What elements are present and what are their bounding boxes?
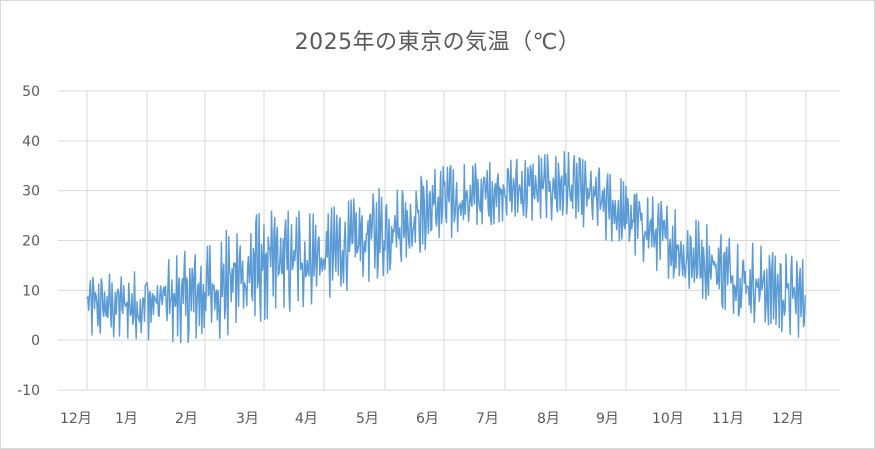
y-tick-label: 10 bbox=[22, 283, 40, 299]
y-tick-label: 20 bbox=[22, 234, 40, 250]
x-tick-label: 7月 bbox=[476, 411, 499, 427]
x-tick-label: 12月 bbox=[60, 411, 92, 427]
x-tick-label: 4月 bbox=[295, 411, 318, 427]
x-tick-label: 5月 bbox=[356, 411, 379, 427]
temperature-series-line bbox=[86, 151, 806, 344]
x-tick-label: 2月 bbox=[175, 411, 198, 427]
x-axis-ticks: 12月 1月 2月 3月 4月 5月 6月 7月 8月 9月 10月 11月 12月 bbox=[60, 411, 804, 427]
x-tick-label: 11月 bbox=[712, 411, 744, 427]
y-axis-ticks: -10 0 10 20 30 40 50 bbox=[17, 84, 40, 399]
x-tick-label: 9月 bbox=[596, 411, 619, 427]
x-tick-label: 3月 bbox=[236, 411, 259, 427]
x-tick-label: 10月 bbox=[652, 411, 684, 427]
x-tick-label: 6月 bbox=[416, 411, 439, 427]
y-tick-label: 30 bbox=[22, 184, 40, 200]
chart-title: 2025年の東京の気温（℃） bbox=[294, 30, 581, 55]
x-tick-label: 12月 bbox=[772, 411, 804, 427]
y-tick-label: -10 bbox=[17, 383, 40, 399]
y-tick-label: 0 bbox=[31, 333, 40, 349]
y-tick-label: 40 bbox=[22, 134, 40, 150]
gridlines bbox=[58, 90, 840, 391]
x-tick-label: 8月 bbox=[537, 411, 560, 427]
y-tick-label: 50 bbox=[22, 84, 40, 100]
x-tick-label: 1月 bbox=[115, 411, 138, 427]
